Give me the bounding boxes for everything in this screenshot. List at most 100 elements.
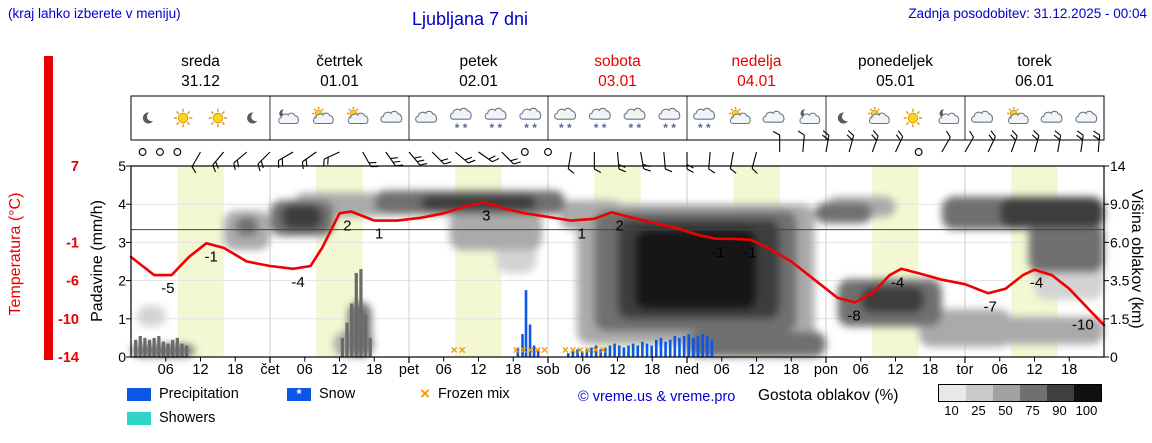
svg-text:14: 14	[1110, 158, 1126, 174]
svg-text:18: 18	[922, 362, 938, 378]
svg-text:sobota: sobota	[594, 53, 641, 70]
svg-text:06: 06	[992, 362, 1008, 378]
density-scale-value: 25	[971, 403, 986, 418]
legend-showers-label: Showers	[159, 410, 216, 426]
moon-cloud-icon	[938, 108, 960, 125]
svg-text:* *: * *	[455, 121, 468, 135]
svg-text:-4: -4	[891, 275, 904, 292]
svg-text:-10: -10	[1072, 317, 1094, 334]
svg-text:ponedeljek: ponedeljek	[858, 53, 933, 70]
svg-text:12: 12	[470, 362, 486, 378]
legend-precipitation-label: Precipitation	[159, 386, 239, 402]
precipitation-axis-label: Padavine (mm/h)	[89, 200, 106, 322]
cloud-height-axis-label: Višina oblakov (km)	[1128, 189, 1145, 329]
svg-text:×: ×	[520, 343, 527, 357]
svg-text:četrtek: četrtek	[316, 53, 363, 70]
svg-text:-5: -5	[161, 280, 174, 297]
gray-shower-bars	[134, 269, 372, 357]
svg-text:3: 3	[118, 234, 126, 250]
svg-text:pet: pet	[399, 362, 419, 378]
svg-text:* *: * *	[594, 121, 607, 135]
moon-icon	[247, 111, 261, 124]
x-axis-labels: 06 12 18 06 12 18 06 12 18 06 12 18 06 12 18 06 12 18 06 12…	[158, 357, 1077, 378]
temperature-axis-strip	[44, 56, 53, 360]
svg-text:* *: * *	[629, 121, 642, 135]
snow-icon: * *	[623, 107, 646, 135]
svg-text:3: 3	[482, 207, 490, 224]
showers-swatch-icon	[127, 411, 151, 425]
svg-text:* *: * *	[524, 121, 537, 135]
svg-text:-10: -10	[58, 312, 79, 328]
svg-text:06: 06	[158, 362, 174, 378]
svg-text:4: 4	[118, 196, 126, 212]
svg-text:12: 12	[609, 362, 625, 378]
svg-text:12: 12	[192, 362, 208, 378]
svg-text:7: 7	[71, 159, 79, 175]
svg-text:04.01: 04.01	[737, 73, 776, 90]
snow-icon: * *	[554, 107, 576, 135]
svg-text:18: 18	[644, 362, 660, 378]
svg-text:18: 18	[1061, 362, 1077, 378]
cloud-icon	[380, 110, 403, 123]
snow-icon: * *	[519, 107, 542, 135]
svg-text:03.01: 03.01	[598, 73, 637, 90]
svg-text:×: ×	[600, 343, 607, 357]
legend-frozen-mix: × Frozen mix	[420, 385, 510, 402]
moon-icon	[142, 111, 157, 124]
density-scale-cell	[1047, 385, 1074, 401]
sun-icon	[173, 108, 193, 128]
svg-text:sreda: sreda	[181, 53, 220, 70]
snow-icon: * *	[588, 107, 611, 135]
svg-text:5: 5	[118, 158, 126, 174]
frozen-mix-markers: × × × × × × × × × × × × ×	[451, 343, 607, 357]
copyright: © vreme.us & vreme.pro	[578, 389, 736, 405]
svg-text:×: ×	[569, 343, 576, 357]
svg-text:torek: torek	[1017, 53, 1052, 70]
svg-text:sob: sob	[536, 362, 559, 378]
moon-cloud-icon	[799, 108, 821, 125]
svg-text:06.01: 06.01	[1015, 73, 1054, 90]
temperature-point-labels: -5 -1 -4 2 1 3 1 2 -1 -1 -8 -4 -7 -4 -10	[161, 207, 1094, 333]
cloud-icon	[762, 110, 785, 123]
svg-text:12: 12	[748, 362, 764, 378]
svg-text:6.0: 6.0	[1110, 234, 1130, 250]
day-headers: sreda 31.12 četrtek 01.01 petek 02.01 sobota 03…	[181, 53, 1054, 90]
sun-icon	[903, 108, 923, 128]
sun-cloud-icon	[312, 107, 334, 125]
svg-text:×: ×	[562, 343, 569, 357]
weather-icons: * * * * * * * * * * * * * * * *	[142, 107, 1098, 135]
svg-text:18: 18	[505, 362, 521, 378]
svg-text:čet: čet	[260, 362, 279, 378]
snow-icon: * *	[658, 107, 681, 135]
svg-text:×: ×	[592, 343, 599, 357]
svg-text:1: 1	[375, 226, 383, 243]
svg-text:tor: tor	[957, 362, 974, 378]
svg-text:12: 12	[887, 362, 903, 378]
svg-text:* *: * *	[698, 121, 711, 135]
svg-text:2: 2	[343, 217, 351, 234]
svg-text:×: ×	[534, 343, 541, 357]
density-scale-value: 75	[1025, 403, 1040, 418]
precipitation-bars	[516, 290, 714, 357]
legend-precipitation: Precipitation	[127, 386, 239, 402]
svg-text:02.01: 02.01	[459, 73, 498, 90]
svg-text:0: 0	[1110, 349, 1118, 365]
density-scale-cell	[1074, 385, 1101, 401]
location-note: (kraj lahko izberete v meniju)	[8, 6, 181, 21]
svg-text:2: 2	[615, 217, 623, 234]
svg-text:05.01: 05.01	[876, 73, 915, 90]
sun-cloud-icon	[346, 107, 369, 125]
legend-showers: Showers	[127, 410, 215, 426]
svg-text:1: 1	[118, 311, 126, 327]
svg-text:3.5: 3.5	[1110, 273, 1130, 289]
svg-text:-14: -14	[58, 350, 79, 366]
svg-text:-4: -4	[291, 274, 304, 291]
cloud-icon	[1075, 110, 1098, 123]
density-scale-value: 90	[1052, 403, 1067, 418]
frame-ticks	[126, 165, 1109, 358]
svg-text:1.5: 1.5	[1110, 311, 1130, 327]
moon-icon	[837, 111, 852, 124]
moon-cloud-icon	[278, 108, 299, 125]
svg-text:12: 12	[1026, 362, 1042, 378]
